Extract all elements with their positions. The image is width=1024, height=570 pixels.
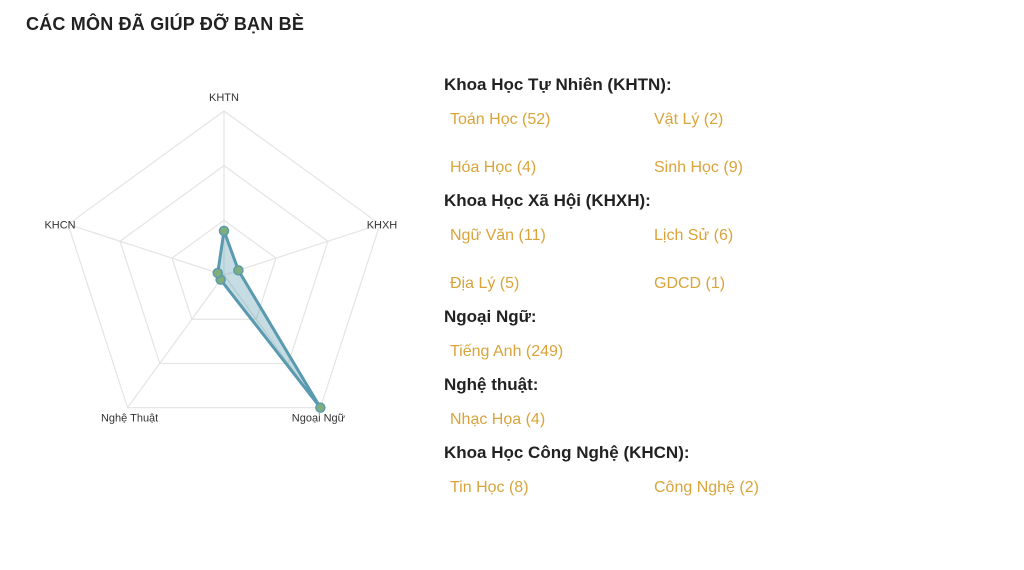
radar-axis-line: [67, 223, 225, 276]
group-title-ngoai-ngu: Ngoại Ngữ:: [444, 307, 537, 326]
radar-grid-ring: [67, 110, 381, 409]
group-khcn: Khoa Học Công Nghệ (KHCN): Tin Học (8) C…: [444, 440, 1004, 514]
radar-series-area: [216, 229, 322, 410]
subject-list-khtn: Toán Học (52) Vật Lý (2) Hóa Học (4) Sin…: [450, 98, 1004, 194]
group-title-nghe-thuat: Nghệ thuật:: [444, 375, 539, 394]
subject-list-khxh: Ngữ Văn (11) Lịch Sử (6) Địa Lý (5) GDCD…: [450, 214, 1004, 310]
radar-axis-label: KHTN: [209, 92, 239, 104]
subject-groups: Khoa Học Tự Nhiên (KHTN): Toán Học (52) …: [444, 72, 1004, 508]
radar-data-point: [233, 265, 244, 276]
radar-axis-label: Ngoại Ngữ: [292, 413, 346, 425]
group-title-khtn: Khoa Học Tự Nhiên (KHTN):: [444, 75, 672, 94]
radar-data-point: [212, 267, 223, 279]
subject-list-khcn: Tin Học (8) Công Nghệ (2): [450, 466, 1004, 514]
subject-link-nhac-hoa[interactable]: Nhạc Họa (4): [450, 411, 546, 428]
group-nghe-thuat: Nghệ thuật: Nhạc Họa (4): [444, 372, 1004, 446]
subject-link-toan-hoc[interactable]: Toán Học (52): [450, 111, 551, 128]
radar-grid-ring: [171, 219, 277, 320]
subject-link-vat-ly[interactable]: Vật Lý (2): [654, 111, 724, 128]
subject-list-nghe-thuat: Nhạc Họa (4): [450, 398, 1004, 446]
subject-link-lich-su[interactable]: Lịch Sử (6): [654, 227, 734, 244]
radar-data-point: [315, 402, 326, 413]
subject-link-dia-ly[interactable]: Địa Lý (5): [450, 275, 520, 292]
radar-axis-label: KHXH: [367, 219, 398, 231]
group-khtn: Khoa Học Tự Nhiên (KHTN): Toán Học (52) …: [444, 72, 1004, 194]
radar-axis-label: KHCN: [44, 219, 75, 231]
subject-link-sinh-hoc[interactable]: Sinh Học (9): [654, 159, 743, 176]
group-ngoai-ngu: Ngoại Ngữ: Tiếng Anh (249): [444, 304, 1004, 378]
group-khxh: Khoa Học Xã Hội (KHXH): Ngữ Văn (11) Lịc…: [444, 188, 1004, 310]
subject-link-tin-hoc[interactable]: Tin Học (8): [450, 479, 529, 496]
radar-data-point: [218, 225, 230, 237]
group-title-khxh: Khoa Học Xã Hội (KHXH):: [444, 191, 651, 210]
group-title-khcn: Khoa Học Công Nghệ (KHCN):: [444, 443, 690, 462]
radar-grid-ring: [119, 164, 329, 365]
subject-link-cong-nghe[interactable]: Công Nghệ (2): [654, 479, 759, 496]
radar-axis-line: [127, 274, 225, 409]
subject-link-hoa-hoc[interactable]: Hóa Học (4): [450, 159, 537, 176]
radar-axis-line: [223, 223, 381, 276]
radar-chart: KHTN KHXH Ngoại Ngữ Nghệ Thuật KHCN: [44, 92, 398, 425]
subject-link-gdcd[interactable]: GDCD (1): [654, 275, 726, 292]
page-title: CÁC MÔN ĐÃ GIÚP ĐỠ BẠN BÈ: [26, 14, 305, 34]
subject-list-ngoai-ngu: Tiếng Anh (249): [450, 330, 1004, 378]
subject-link-tieng-anh[interactable]: Tiếng Anh (249): [450, 343, 564, 360]
radar-axis-label: Nghệ Thuật: [101, 413, 158, 425]
subject-link-ngu-van[interactable]: Ngữ Văn (11): [450, 227, 546, 244]
